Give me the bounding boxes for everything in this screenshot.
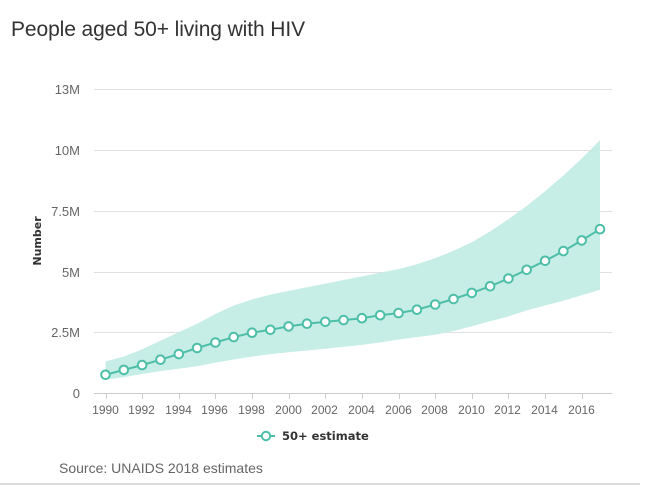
legend-item-50-plus-estimate[interactable]: 50+ estimate: [256, 429, 369, 443]
y-tick-label: 7.5M: [51, 204, 80, 219]
data-point[interactable]: [594, 223, 606, 235]
x-tick-label: 2004: [348, 403, 375, 417]
source-note: Source: UNAIDS 2018 estimates: [59, 460, 263, 476]
data-point[interactable]: [228, 331, 239, 343]
data-point[interactable]: [320, 316, 331, 328]
data-point[interactable]: [448, 293, 459, 305]
data-point[interactable]: [576, 235, 588, 246]
data-point[interactable]: [558, 245, 569, 257]
legend-label: 50+ estimate: [282, 429, 369, 443]
data-point[interactable]: [411, 304, 423, 316]
data-point[interactable]: [429, 299, 441, 310]
y-axis-label: Number: [31, 216, 44, 266]
data-point[interactable]: [374, 309, 386, 321]
x-axis: 1990 1992 1994 1996 1998 2000 2002 2004 2006 2008…: [92, 393, 595, 417]
y-tick-label: 2.5M: [51, 325, 80, 340]
data-point[interactable]: [393, 307, 404, 319]
x-tick-label: 1992: [128, 403, 155, 417]
data-point[interactable]: [265, 324, 276, 336]
data-point[interactable]: [100, 369, 111, 381]
y-tick-label: 0: [73, 386, 80, 401]
x-tick-label: 1996: [201, 403, 228, 417]
x-tick-label: 2008: [421, 403, 448, 417]
x-tick-label: 1994: [165, 403, 192, 417]
divider: [0, 483, 640, 485]
data-point[interactable]: [118, 364, 130, 376]
x-tick-label: 2006: [385, 403, 412, 417]
uncertainty-band: [105, 140, 600, 380]
x-tick-label: 2000: [275, 403, 302, 417]
series-50-plus-estimate[interactable]: [100, 223, 606, 381]
data-point[interactable]: [521, 264, 533, 276]
legend-marker-icon: [257, 430, 275, 442]
data-point[interactable]: [466, 287, 478, 299]
series-line: [105, 228, 601, 376]
data-point[interactable]: [338, 314, 349, 326]
uncertainty-band-area: [105, 140, 600, 380]
x-tick-label: 1998: [238, 403, 265, 417]
y-tick-label: 10M: [55, 143, 80, 158]
y-tick-label: 5M: [62, 265, 80, 280]
x-tick-label: 2014: [531, 403, 558, 417]
chart-title: People aged 50+ living with HIV: [11, 18, 306, 41]
x-tick-label: 2016: [568, 403, 595, 417]
data-point[interactable]: [155, 354, 166, 366]
data-point[interactable]: [173, 348, 185, 360]
data-point[interactable]: [136, 359, 148, 371]
x-tick-label: 1990: [92, 403, 119, 417]
x-tick-label: 2010: [458, 403, 485, 417]
x-tick-label: 2012: [494, 403, 521, 417]
data-point[interactable]: [356, 312, 368, 324]
data-point[interactable]: [503, 273, 514, 284]
data-point[interactable]: [210, 337, 221, 348]
data-point[interactable]: [539, 255, 551, 267]
data-point[interactable]: [283, 321, 294, 332]
data-point[interactable]: [301, 318, 313, 330]
y-axis: 0 2.5M 5M 7.5M 10M 13M: [51, 82, 80, 401]
y-tick-label: 13M: [55, 82, 80, 97]
x-tick-label: 2002: [311, 403, 338, 417]
data-point[interactable]: [246, 327, 258, 339]
data-point[interactable]: [191, 342, 203, 354]
data-point[interactable]: [484, 281, 496, 292]
